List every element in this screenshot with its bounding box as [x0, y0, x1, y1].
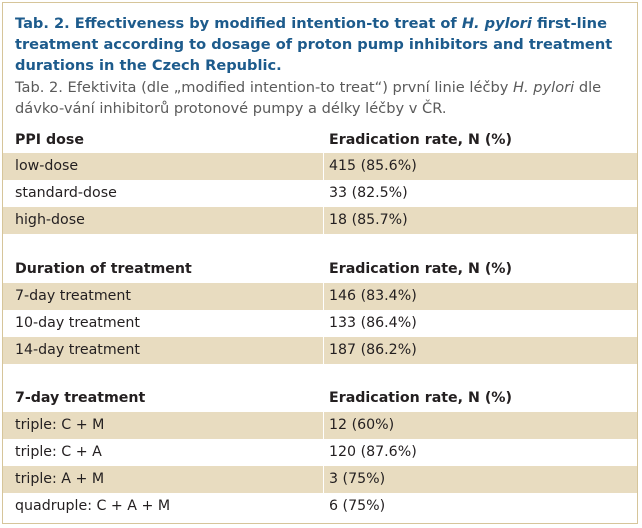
row-label: triple: C + M — [15, 417, 105, 433]
table-row: standard-dose 33 (82.5%) — [3, 180, 637, 207]
row-value: 18 (85.7%) — [329, 212, 408, 228]
table-row: triple: C + A 120 (87.6%) — [3, 439, 637, 466]
section-header-value: Eradication rate, N (%) — [329, 390, 512, 406]
column-divider — [323, 283, 324, 310]
row-label: standard-dose — [15, 185, 117, 201]
column-divider — [323, 153, 324, 180]
table-row: 7-day treatment 146 (83.4%) — [3, 283, 637, 310]
section-header: 7-day treatment Eradication rate, N (%) — [3, 385, 637, 411]
table-caption: Tab. 2. Effectiveness by modified intent… — [3, 3, 637, 119]
section-header-label: 7-day treatment — [15, 390, 146, 406]
section-header-label: Duration of treatment — [15, 261, 192, 277]
row-value: 33 (82.5%) — [329, 185, 408, 201]
row-value: 133 (86.4%) — [329, 315, 417, 331]
row-value: 187 (86.2%) — [329, 342, 417, 358]
row-label: high-dose — [15, 212, 85, 228]
row-label: low-dose — [15, 158, 79, 174]
table-row: quadruple: C + A + M 6 (75%) — [3, 493, 637, 520]
table-row: 10-day treatment 133 (86.4%) — [3, 310, 637, 337]
table-row: low-dose 415 (85.6%) — [3, 153, 637, 180]
section-header-label: PPI dose — [15, 132, 84, 148]
section-header: Duration of treatment Eradication rate, … — [3, 256, 637, 282]
caption-en-text-end: first-line treatment according to dosage… — [15, 15, 613, 74]
row-value: 6 (75%) — [329, 498, 386, 514]
row-label: triple: A + M — [15, 471, 105, 487]
row-label: 14-day treatment — [15, 342, 140, 358]
column-divider — [323, 466, 324, 493]
section-header: PPI dose Eradication rate, N (%) — [3, 127, 637, 153]
row-label: 10-day treatment — [15, 315, 140, 331]
caption-en-text: Tab. 2. Effectiveness by modified intent… — [15, 15, 462, 32]
table-row: 14-day treatment 187 (86.2%) — [3, 337, 637, 364]
caption-cz-text: Tab. 2. Efektivita (dle „modified intent… — [15, 79, 514, 96]
column-divider — [323, 207, 324, 234]
table-frame: Tab. 2. Effectiveness by modified intent… — [2, 2, 638, 524]
row-value: 120 (87.6%) — [329, 444, 417, 460]
caption-english: Tab. 2. Effectiveness by modified intent… — [15, 13, 625, 76]
caption-cz-species: H. pylori — [513, 79, 575, 96]
row-label: 7-day treatment — [15, 288, 131, 304]
row-label: triple: C + A — [15, 444, 102, 460]
row-label: quadruple: C + A + M — [15, 498, 171, 514]
row-value: 3 (75%) — [329, 471, 386, 487]
caption-czech: Tab. 2. Efektivita (dle „modified intent… — [15, 77, 625, 119]
section-header-value: Eradication rate, N (%) — [329, 261, 512, 277]
column-divider — [323, 337, 324, 364]
table-row: high-dose 18 (85.7%) — [3, 207, 637, 234]
table-row: triple: C + M 12 (60%) — [3, 412, 637, 439]
row-value: 146 (83.4%) — [329, 288, 417, 304]
row-value: 12 (60%) — [329, 417, 395, 433]
table-row: triple: A + M 3 (75%) — [3, 466, 637, 493]
column-divider — [323, 412, 324, 439]
row-value: 415 (85.6%) — [329, 158, 417, 174]
caption-cz-text-end: dle dávko-vání inhibitorů protonové pump… — [15, 79, 602, 117]
caption-en-species: H. pylori — [461, 15, 532, 32]
section-header-value: Eradication rate, N (%) — [329, 132, 512, 148]
